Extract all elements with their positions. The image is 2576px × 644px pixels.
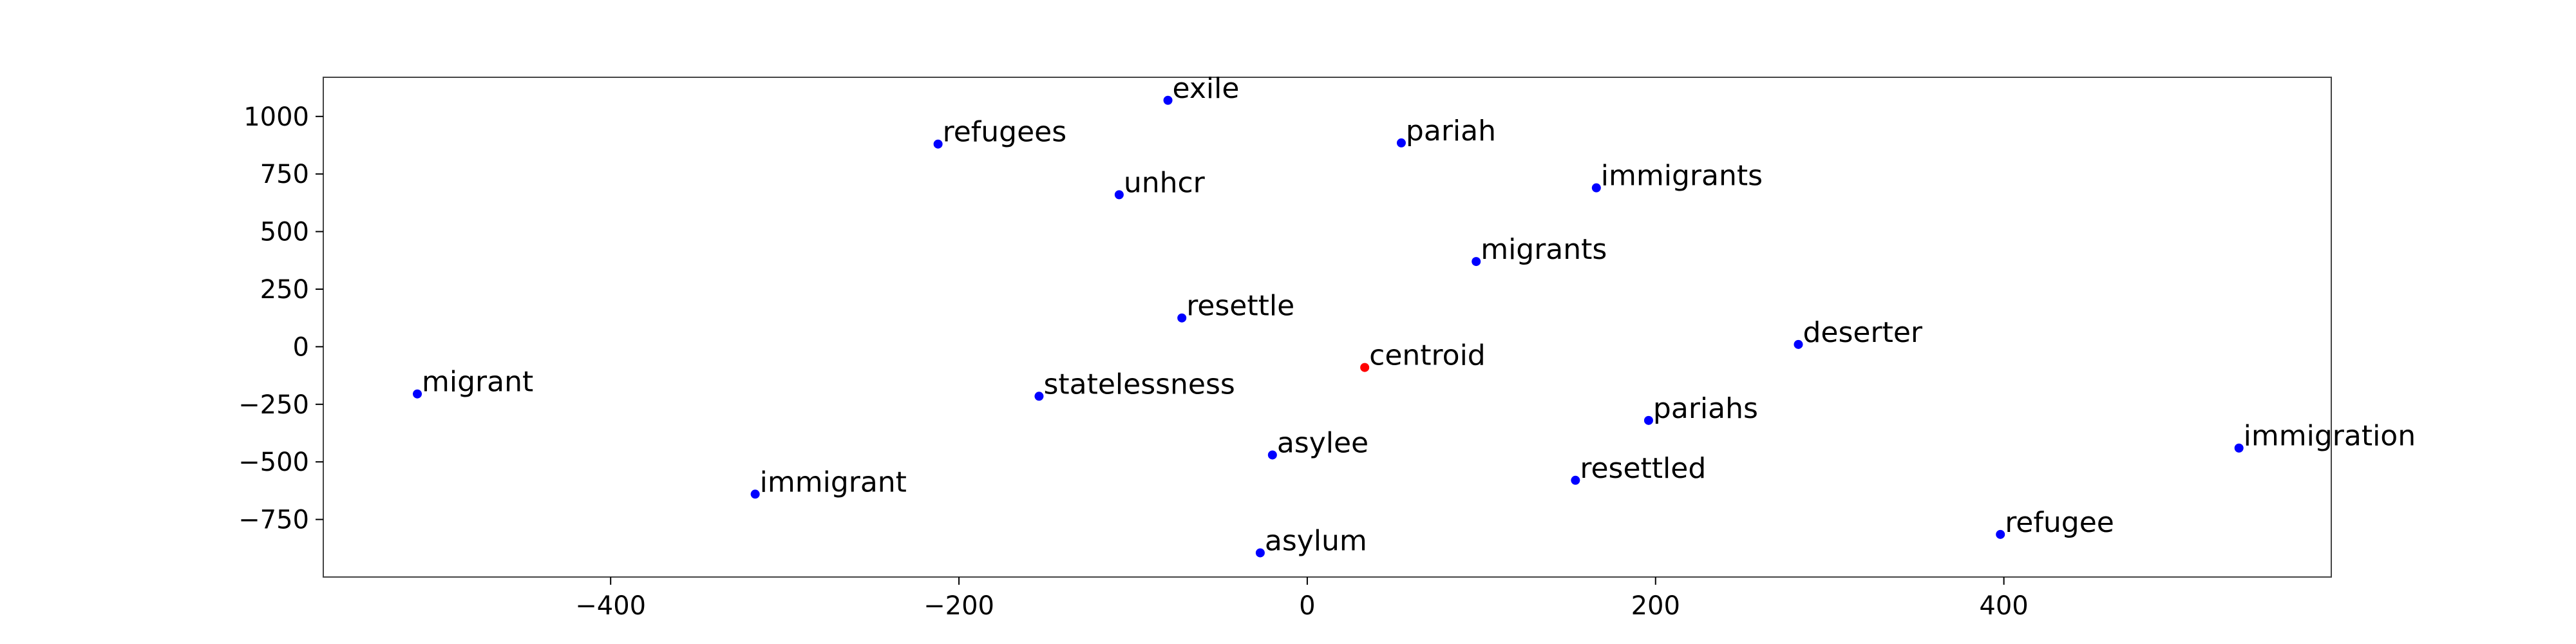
point-label-resettle: resettle: [1186, 290, 1294, 323]
data-point-resettled: [1571, 475, 1580, 485]
data-point-asylee: [1267, 450, 1277, 460]
data-point-refugee: [1996, 529, 2005, 539]
data-point-statelessness: [1034, 392, 1044, 401]
x-tick-label: −200: [923, 591, 994, 621]
data-point-centroid: [1360, 363, 1370, 372]
y-tick-label: −750: [238, 506, 309, 535]
x-axis: −400 −200 0 200 400: [575, 577, 2029, 621]
point-label-pariah: pariah: [1406, 115, 1496, 147]
y-tick-label: 1000: [243, 102, 309, 132]
data-point-pariah: [1396, 138, 1406, 147]
point-label-pariahs: pariahs: [1653, 392, 1758, 425]
point-label-exile: exile: [1173, 72, 1240, 105]
data-point-migrants: [1472, 257, 1481, 267]
data-point-deserter: [1794, 339, 1803, 349]
point-label-migrant: migrant: [422, 366, 533, 399]
y-axis: −750 −500 −250 0 250 500 750 1000: [238, 102, 323, 535]
y-tick-label: −250: [238, 390, 309, 420]
point-label-centroid: centroid: [1369, 339, 1486, 372]
point-label-resettled: resettled: [1580, 452, 1706, 485]
y-tick-label: 250: [260, 275, 309, 305]
point-label-refugees: refugees: [943, 116, 1067, 149]
data-point-exile: [1163, 95, 1173, 105]
data-point-refugees: [933, 139, 943, 149]
point-label-unhcr: unhcr: [1124, 166, 1206, 199]
data-point-resettle: [1177, 313, 1187, 323]
data-point-immigrant: [750, 489, 760, 499]
point-label-immigration: immigration: [2244, 420, 2416, 453]
y-tick-label: 750: [260, 160, 309, 189]
data-point-immigrants: [1591, 183, 1601, 193]
point-label-immigrant: immigrant: [760, 466, 907, 498]
x-tick-label: 0: [1299, 591, 1315, 621]
point-label-statelessness: statelessness: [1043, 368, 1235, 401]
x-tick-label: 400: [1979, 591, 2028, 621]
x-tick-label: −400: [575, 591, 646, 621]
y-tick-label: 500: [260, 218, 309, 247]
y-tick-label: −500: [238, 448, 309, 477]
data-point-migrant: [413, 389, 422, 399]
y-tick-label: 0: [293, 332, 309, 362]
point-label-immigrants: immigrants: [1601, 160, 1763, 193]
data-point-pariahs: [1643, 415, 1653, 425]
point-label-migrants: migrants: [1481, 233, 1607, 266]
point-label-asylum: asylum: [1265, 524, 1367, 557]
data-points: exile refugees pariah unhcr immigrants migran…: [413, 72, 2416, 558]
data-point-unhcr: [1114, 190, 1124, 200]
data-point-immigration: [2234, 443, 2244, 453]
point-label-refugee: refugee: [2005, 506, 2114, 539]
x-tick-label: 200: [1631, 591, 1680, 621]
plot-area: [323, 77, 2332, 578]
data-point-asylum: [1255, 548, 1265, 558]
point-label-asylee: asylee: [1277, 426, 1368, 459]
point-label-deserter: deserter: [1803, 316, 1922, 349]
